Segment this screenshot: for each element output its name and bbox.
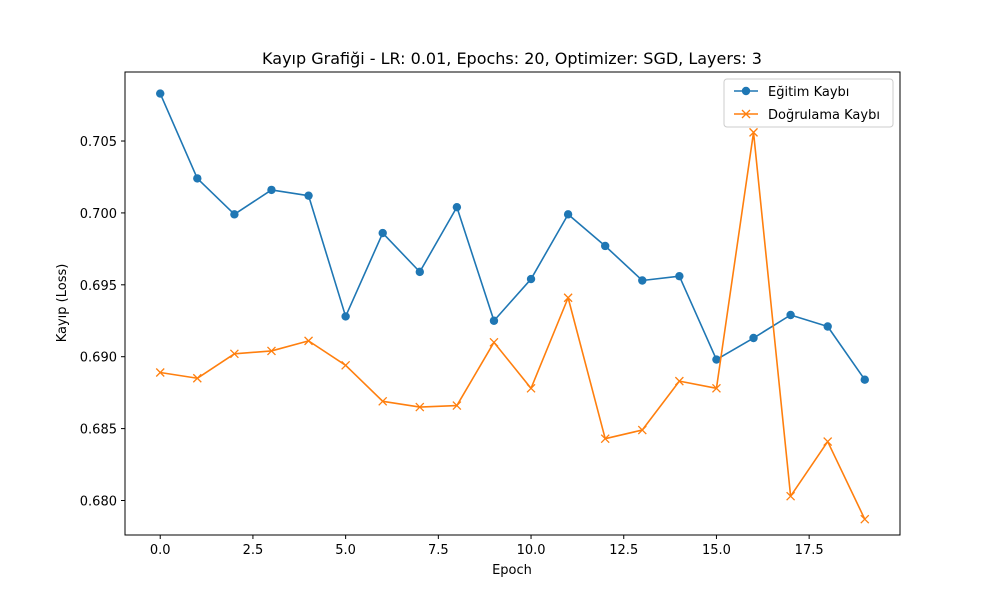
- data-point: [786, 310, 795, 320]
- legend-label-1: Eğitim Kaybı: [768, 85, 849, 100]
- x-tick-label: 0.0: [150, 543, 171, 558]
- series-2: [155, 127, 870, 524]
- y-axis-label: Kayıp (Loss): [55, 264, 70, 343]
- x-tick-label: 2.5: [243, 543, 264, 558]
- series-line-2: [160, 131, 866, 520]
- data-point: [378, 228, 387, 238]
- x-tick-label: 17.5: [795, 543, 824, 558]
- data-point: [601, 241, 610, 251]
- y-axis: 0.680 0.685 0.690 0.695 0.700 0.705: [80, 135, 125, 509]
- data-point: [823, 437, 833, 446]
- data-point: [192, 373, 202, 383]
- data-point: [860, 375, 869, 384]
- x-tick-label: 10.0: [517, 543, 546, 558]
- data-point: [638, 276, 647, 285]
- data-point: [267, 185, 276, 195]
- legend: Eğitim Kaybı Doğrulama Kaybı: [723, 78, 894, 128]
- data-point: [600, 434, 610, 444]
- data-point: [304, 336, 314, 346]
- legend-box: [723, 78, 894, 128]
- data-point: [341, 360, 351, 370]
- data-point: [637, 425, 647, 435]
- data-point: [415, 402, 425, 412]
- data-point: [489, 316, 499, 325]
- data-point: [267, 346, 276, 356]
- data-point: [749, 333, 758, 343]
- series-1: [156, 89, 869, 384]
- data-point: [452, 202, 462, 212]
- axes-frame: [124, 71, 901, 536]
- legend-label-2: Doğrulama Kaybı: [768, 108, 880, 123]
- legend-marker-2: [741, 109, 751, 119]
- data-point: [415, 267, 424, 277]
- x-tick-label: 12.5: [609, 543, 638, 558]
- data-point: [526, 383, 536, 393]
- y-tick-label: 0.690: [80, 351, 117, 366]
- data-point: [563, 210, 573, 219]
- series-line-1: [159, 93, 866, 381]
- data-point: [304, 191, 313, 200]
- data-point: [229, 349, 239, 359]
- data-point: [860, 514, 870, 524]
- x-axis: 0.0 2.5 5.0 7.5 10.0 12.5 15.0 17.5: [150, 535, 824, 558]
- y-tick-label: 0.700: [80, 207, 117, 222]
- data-point: [749, 127, 758, 137]
- y-tick-label: 0.695: [80, 279, 117, 294]
- data-point: [193, 174, 202, 183]
- data-point: [675, 271, 684, 281]
- x-axis-label: Epoch: [492, 563, 532, 578]
- data-point: [786, 491, 796, 501]
- plot-area: [155, 89, 870, 524]
- data-point: [563, 293, 573, 303]
- chart-title: Kayıp Grafiği - LR: 0.01, Epochs: 20, Op…: [262, 49, 762, 68]
- data-point: [823, 322, 832, 331]
- data-point: [378, 396, 388, 406]
- data-point: [230, 210, 239, 219]
- data-point: [711, 383, 721, 393]
- data-point: [341, 312, 350, 321]
- data-point: [489, 337, 499, 347]
- y-tick-label: 0.705: [80, 135, 117, 150]
- legend-marker-1: [741, 86, 751, 96]
- y-tick-label: 0.685: [80, 423, 117, 438]
- data-point: [156, 89, 165, 98]
- x-tick-label: 15.0: [702, 543, 731, 558]
- data-point: [526, 274, 536, 284]
- data-point: [674, 376, 684, 386]
- x-tick-label: 7.5: [428, 543, 449, 558]
- data-point: [712, 355, 721, 364]
- data-point: [155, 368, 165, 377]
- y-tick-label: 0.680: [80, 494, 117, 509]
- data-point: [452, 401, 462, 411]
- x-tick-label: 5.0: [335, 543, 356, 558]
